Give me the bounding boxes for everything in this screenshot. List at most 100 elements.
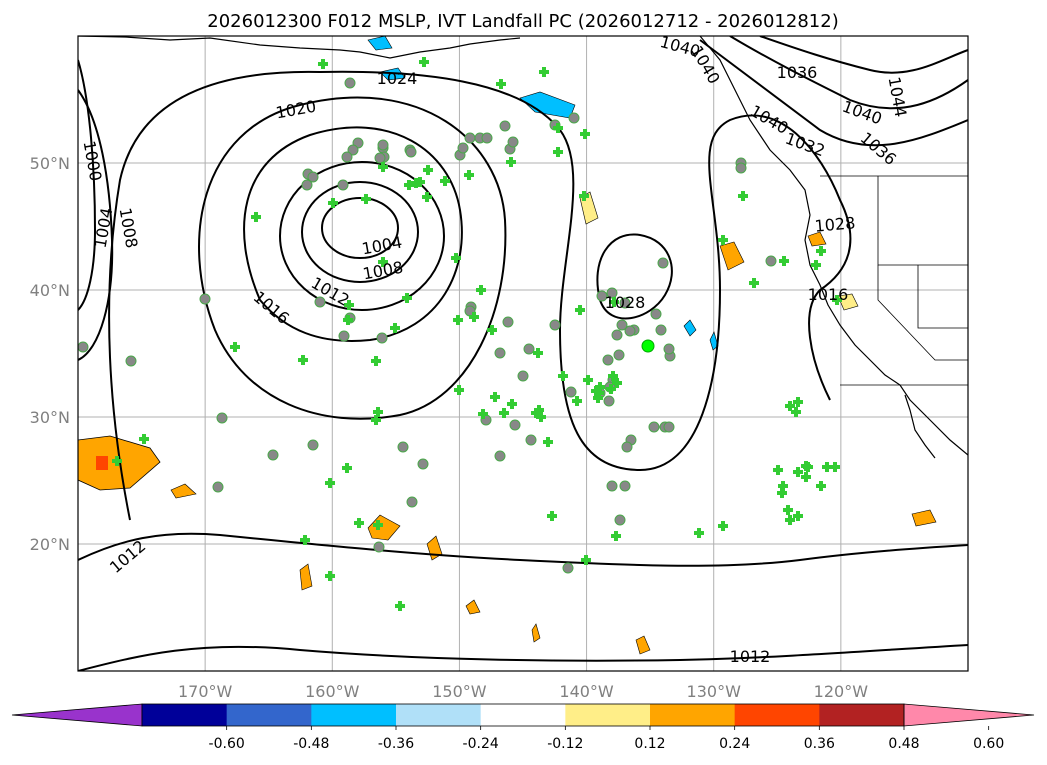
isobar-label: 1016 bbox=[808, 285, 849, 304]
station-circle-marker bbox=[377, 139, 389, 151]
station-plus-marker bbox=[595, 382, 605, 392]
station-plus-marker bbox=[778, 481, 788, 491]
station-plus-marker bbox=[594, 388, 604, 398]
colorbar-segment bbox=[650, 704, 736, 726]
borders bbox=[820, 175, 968, 386]
station-circle-marker bbox=[611, 329, 623, 341]
station-plus-marker bbox=[344, 300, 354, 310]
lat-tick-label: 20°N bbox=[30, 535, 70, 554]
station-circle-marker bbox=[602, 354, 614, 366]
station-plus-marker bbox=[373, 407, 383, 417]
station-plus-marker bbox=[328, 198, 338, 208]
station-circle-marker bbox=[464, 132, 476, 144]
station-plus-marker bbox=[816, 246, 826, 256]
station-plus-marker bbox=[440, 176, 450, 186]
colorbar-tick-label: 0.60 bbox=[973, 736, 1004, 752]
station-circle-marker bbox=[125, 355, 137, 367]
station-circle-marker bbox=[655, 324, 667, 336]
station-circle-marker bbox=[619, 297, 631, 309]
colorbar-segment bbox=[480, 704, 566, 726]
station-plus-marker bbox=[580, 129, 590, 139]
station-plus-marker bbox=[251, 212, 261, 222]
station-plus-marker bbox=[371, 415, 381, 425]
station-circle-marker bbox=[347, 144, 359, 156]
station-plus-marker bbox=[558, 371, 568, 381]
station-markers bbox=[78, 57, 842, 611]
station-plus-marker bbox=[531, 408, 541, 418]
station-plus-marker bbox=[718, 521, 728, 531]
station-plus-marker bbox=[694, 528, 704, 538]
station-plus-marker bbox=[230, 342, 240, 352]
lon-tick-label: 140°W bbox=[559, 682, 614, 701]
lon-tick-label: 150°W bbox=[432, 682, 487, 701]
station-plus-marker bbox=[801, 461, 811, 471]
station-plus-marker bbox=[791, 407, 801, 417]
station-plus-marker bbox=[811, 260, 821, 270]
station-plus-marker bbox=[343, 315, 353, 325]
station-plus-marker bbox=[581, 555, 591, 565]
station-plus-marker bbox=[487, 325, 497, 335]
station-circle-marker bbox=[621, 441, 633, 453]
station-plus-marker bbox=[361, 194, 371, 204]
station-plus-marker bbox=[793, 467, 803, 477]
station-plus-marker bbox=[749, 278, 759, 288]
colorbar-segment bbox=[311, 704, 397, 726]
colorbar-tick-label: 0.36 bbox=[804, 736, 835, 752]
colorbar-tick-label: -0.36 bbox=[378, 736, 414, 752]
station-plus-marker bbox=[451, 253, 461, 263]
station-circle-marker bbox=[624, 325, 636, 337]
station-plus-marker bbox=[506, 157, 516, 167]
station-plus-marker bbox=[378, 257, 388, 267]
station-circle-marker bbox=[619, 480, 631, 492]
station-plus-marker bbox=[785, 401, 795, 411]
station-plus-marker bbox=[112, 456, 122, 466]
station-circle-marker bbox=[481, 132, 493, 144]
station-circle-marker bbox=[199, 293, 211, 305]
longitude-labels: 170°W 160°W 150°W 140°W 130°W 120°W bbox=[178, 682, 868, 701]
station-plus-marker bbox=[832, 295, 842, 305]
colorbar-tick-label: 0.24 bbox=[719, 736, 750, 752]
colorbar: -0.60 -0.48 -0.36 -0.24 -0.12 0.12 0.24 0.36 0.4… bbox=[11, 703, 1035, 752]
station-plus-marker bbox=[371, 356, 381, 366]
map-background bbox=[78, 36, 968, 671]
station-plus-marker bbox=[575, 305, 585, 315]
station-plus-marker bbox=[507, 399, 517, 409]
isobar-label: 1036 bbox=[777, 63, 818, 82]
station-circle-marker bbox=[502, 316, 514, 328]
station-plus-marker bbox=[139, 434, 149, 444]
station-circle-marker bbox=[565, 386, 577, 398]
station-plus-marker bbox=[793, 511, 803, 521]
lat-tick-label: 30°N bbox=[30, 408, 70, 427]
station-plus-marker bbox=[423, 165, 433, 175]
colorbar-tick-label: -0.60 bbox=[209, 736, 245, 752]
station-circle-marker bbox=[735, 162, 747, 174]
lat-tick-label: 40°N bbox=[30, 281, 70, 300]
station-plus-marker bbox=[606, 384, 616, 394]
station-circle-marker bbox=[616, 319, 628, 331]
lon-tick-label: 160°W bbox=[305, 682, 360, 701]
station-plus-marker bbox=[539, 67, 549, 77]
station-plus-marker bbox=[738, 191, 748, 201]
station-plus-marker bbox=[300, 535, 310, 545]
station-plus-marker bbox=[572, 396, 582, 406]
station-plus-marker bbox=[499, 408, 509, 418]
station-circle-marker bbox=[507, 136, 519, 148]
station-circle-marker bbox=[613, 349, 625, 361]
station-circle-marker bbox=[499, 120, 511, 132]
station-plus-marker bbox=[402, 293, 412, 303]
station-plus-marker bbox=[830, 462, 840, 472]
station-plus-marker bbox=[779, 256, 789, 266]
station-plus-marker bbox=[543, 437, 553, 447]
station-circle-marker bbox=[376, 332, 388, 344]
lon-tick-label: 120°W bbox=[814, 682, 869, 701]
station-circle-marker bbox=[307, 439, 319, 451]
station-circle-marker bbox=[517, 370, 529, 382]
station-circle-marker bbox=[596, 290, 608, 302]
station-plus-marker bbox=[325, 478, 335, 488]
station-plus-marker bbox=[609, 297, 619, 307]
station-plus-marker bbox=[793, 397, 803, 407]
station-plus-marker bbox=[354, 518, 364, 528]
station-circle-marker bbox=[344, 77, 356, 89]
highlight-marker bbox=[641, 339, 655, 353]
